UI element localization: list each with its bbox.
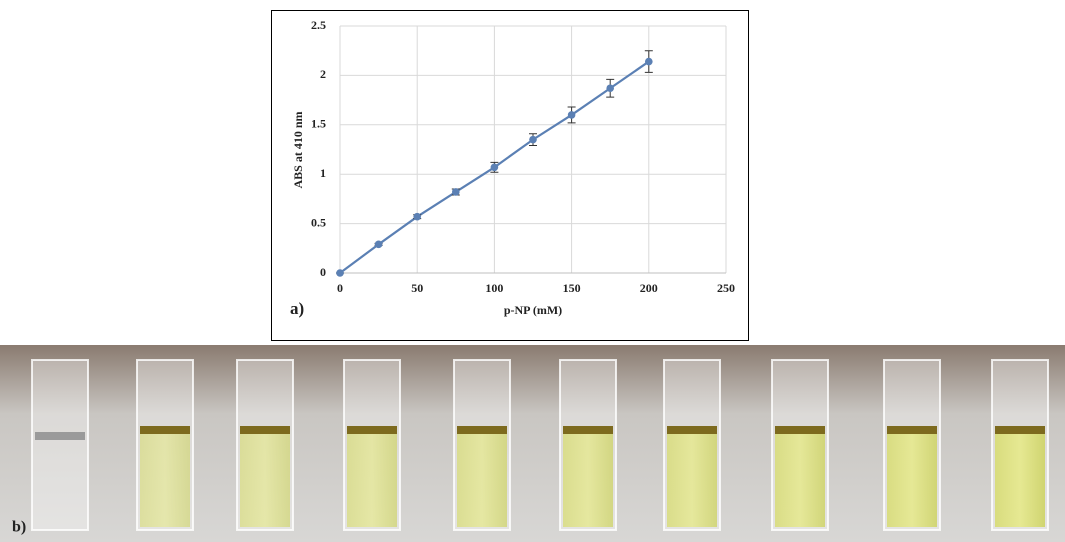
meniscus — [240, 426, 290, 434]
solution — [667, 432, 717, 527]
y-tick-label: 2 — [320, 67, 326, 81]
meniscus — [35, 432, 85, 440]
data-point — [645, 57, 653, 66]
x-tick-label: 200 — [640, 281, 658, 295]
plot: 0 0.5 1 1.5 2 2.5 0 50 100 150 200 250 — [311, 18, 735, 295]
solution — [887, 432, 937, 527]
cuvette — [31, 359, 89, 531]
data-point — [413, 212, 422, 221]
solution — [563, 432, 613, 527]
photo — [0, 345, 1065, 542]
solution — [140, 432, 190, 527]
panel-label: b) — [12, 519, 26, 536]
y-tick-label: 2.5 — [311, 18, 326, 32]
meniscus — [457, 426, 507, 434]
meniscus — [347, 426, 397, 434]
x-tick-label: 0 — [337, 281, 343, 295]
chart-frame — [271, 10, 749, 341]
meniscus — [667, 426, 717, 434]
y-tick-label: 0 — [320, 265, 326, 279]
solution — [775, 432, 825, 527]
solution — [240, 432, 290, 527]
x-tick-label: 50 — [411, 281, 423, 295]
y-tick-label: 1 — [320, 166, 326, 180]
data-point — [452, 188, 460, 196]
x-tick-label: 250 — [717, 281, 735, 295]
data-point — [374, 240, 383, 249]
y-tick-label: 0.5 — [311, 215, 326, 229]
data-point — [336, 269, 344, 277]
solution — [347, 432, 397, 527]
meniscus — [775, 426, 825, 434]
x-tick-label: 150 — [563, 281, 581, 295]
meniscus — [140, 426, 190, 434]
y-axis-label: ABS at 410 nm — [291, 111, 305, 188]
x-axis-label: p-NP (mM) — [504, 303, 562, 317]
x-tick-label: 100 — [485, 281, 503, 295]
meniscus — [995, 426, 1045, 434]
data-point — [606, 84, 614, 93]
meniscus — [563, 426, 613, 434]
panel-label: a) — [290, 299, 304, 318]
solution — [457, 432, 507, 527]
solution — [995, 432, 1045, 527]
data-point — [490, 163, 499, 172]
data-point — [567, 111, 576, 119]
data-point — [529, 135, 537, 144]
meniscus — [887, 426, 937, 434]
y-tick-label: 1.5 — [311, 117, 326, 131]
